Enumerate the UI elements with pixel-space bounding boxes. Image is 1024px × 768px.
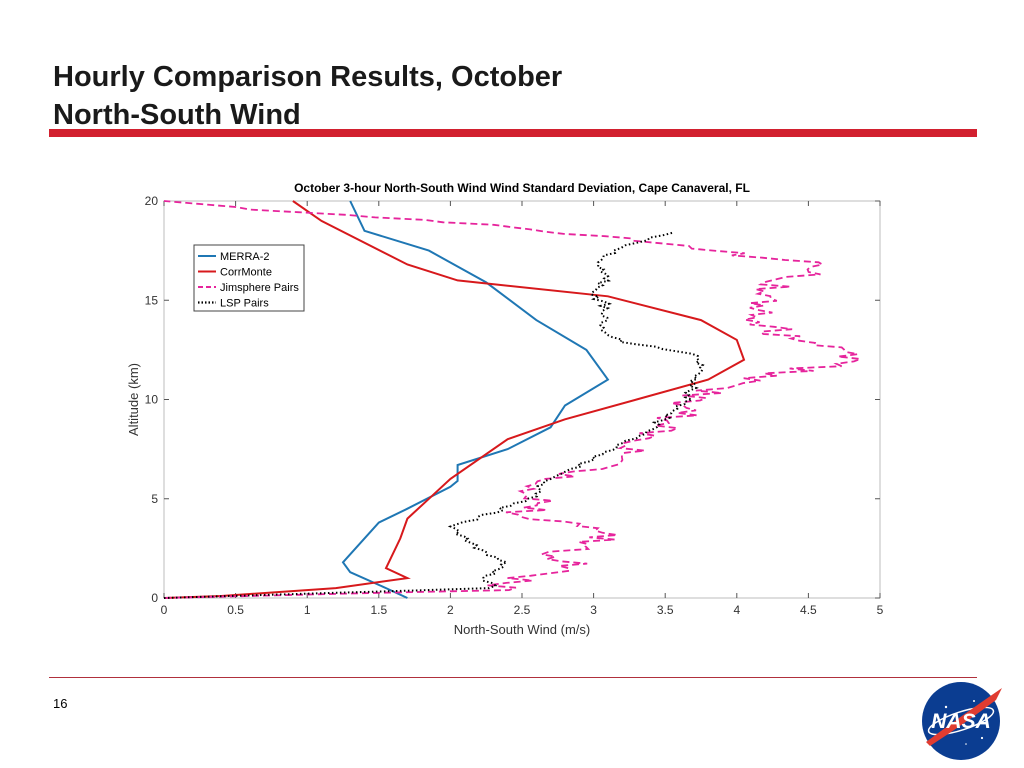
slide-title-line-1: Hourly Comparison Results, October [53,61,563,93]
x-tick-label: 4.5 [800,603,817,617]
x-tick-label: 1.5 [370,603,387,617]
legend-label: MERRA-2 [220,251,270,263]
series-line-merra-2 [341,200,610,599]
chart-title: October 3-hour North-South Wind Wind Sta… [294,181,750,195]
title-rule [49,129,977,137]
y-tick-label: 5 [151,492,158,506]
slide-title: Hourly Comparison Results, October North… [53,58,562,134]
y-tick-label: 15 [145,293,159,307]
x-tick-label: 0.5 [227,603,244,617]
x-tick-label: 5 [877,603,884,617]
page-number: 16 [53,696,68,711]
legend-label: Jimsphere Pairs [220,282,299,294]
x-tick-label: 1 [304,603,311,617]
legend-label: LSP Pairs [220,298,269,310]
y-axis-label: Altitude (km) [126,363,141,436]
x-tick-label: 3.5 [657,603,674,617]
series-line-jimsphere-pairs [163,200,861,599]
footer-rule [49,677,977,678]
x-tick-label: 3 [590,603,597,617]
slide-title-line-2: North-South Wind [53,99,301,131]
x-tick-label: 4 [733,603,740,617]
x-tick-label: 0 [161,603,168,617]
x-axis-label: North-South Wind (m/s) [454,622,591,637]
nasa-logo: NASA [922,682,1002,760]
chart: October 3-hour North-South Wind Wind Sta… [126,181,884,637]
series-line-corrmonte [163,200,746,599]
nasa-logo-text: NASA [931,710,991,733]
series-line-lsp-pairs [163,231,705,599]
y-tick-label: 0 [151,591,158,605]
x-tick-label: 2 [447,603,454,617]
y-tick-label: 10 [145,393,159,407]
y-tick-label: 20 [145,194,159,208]
legend-label: CorrMonte [220,267,272,279]
series-group [163,200,861,599]
x-tick-label: 2.5 [514,603,531,617]
